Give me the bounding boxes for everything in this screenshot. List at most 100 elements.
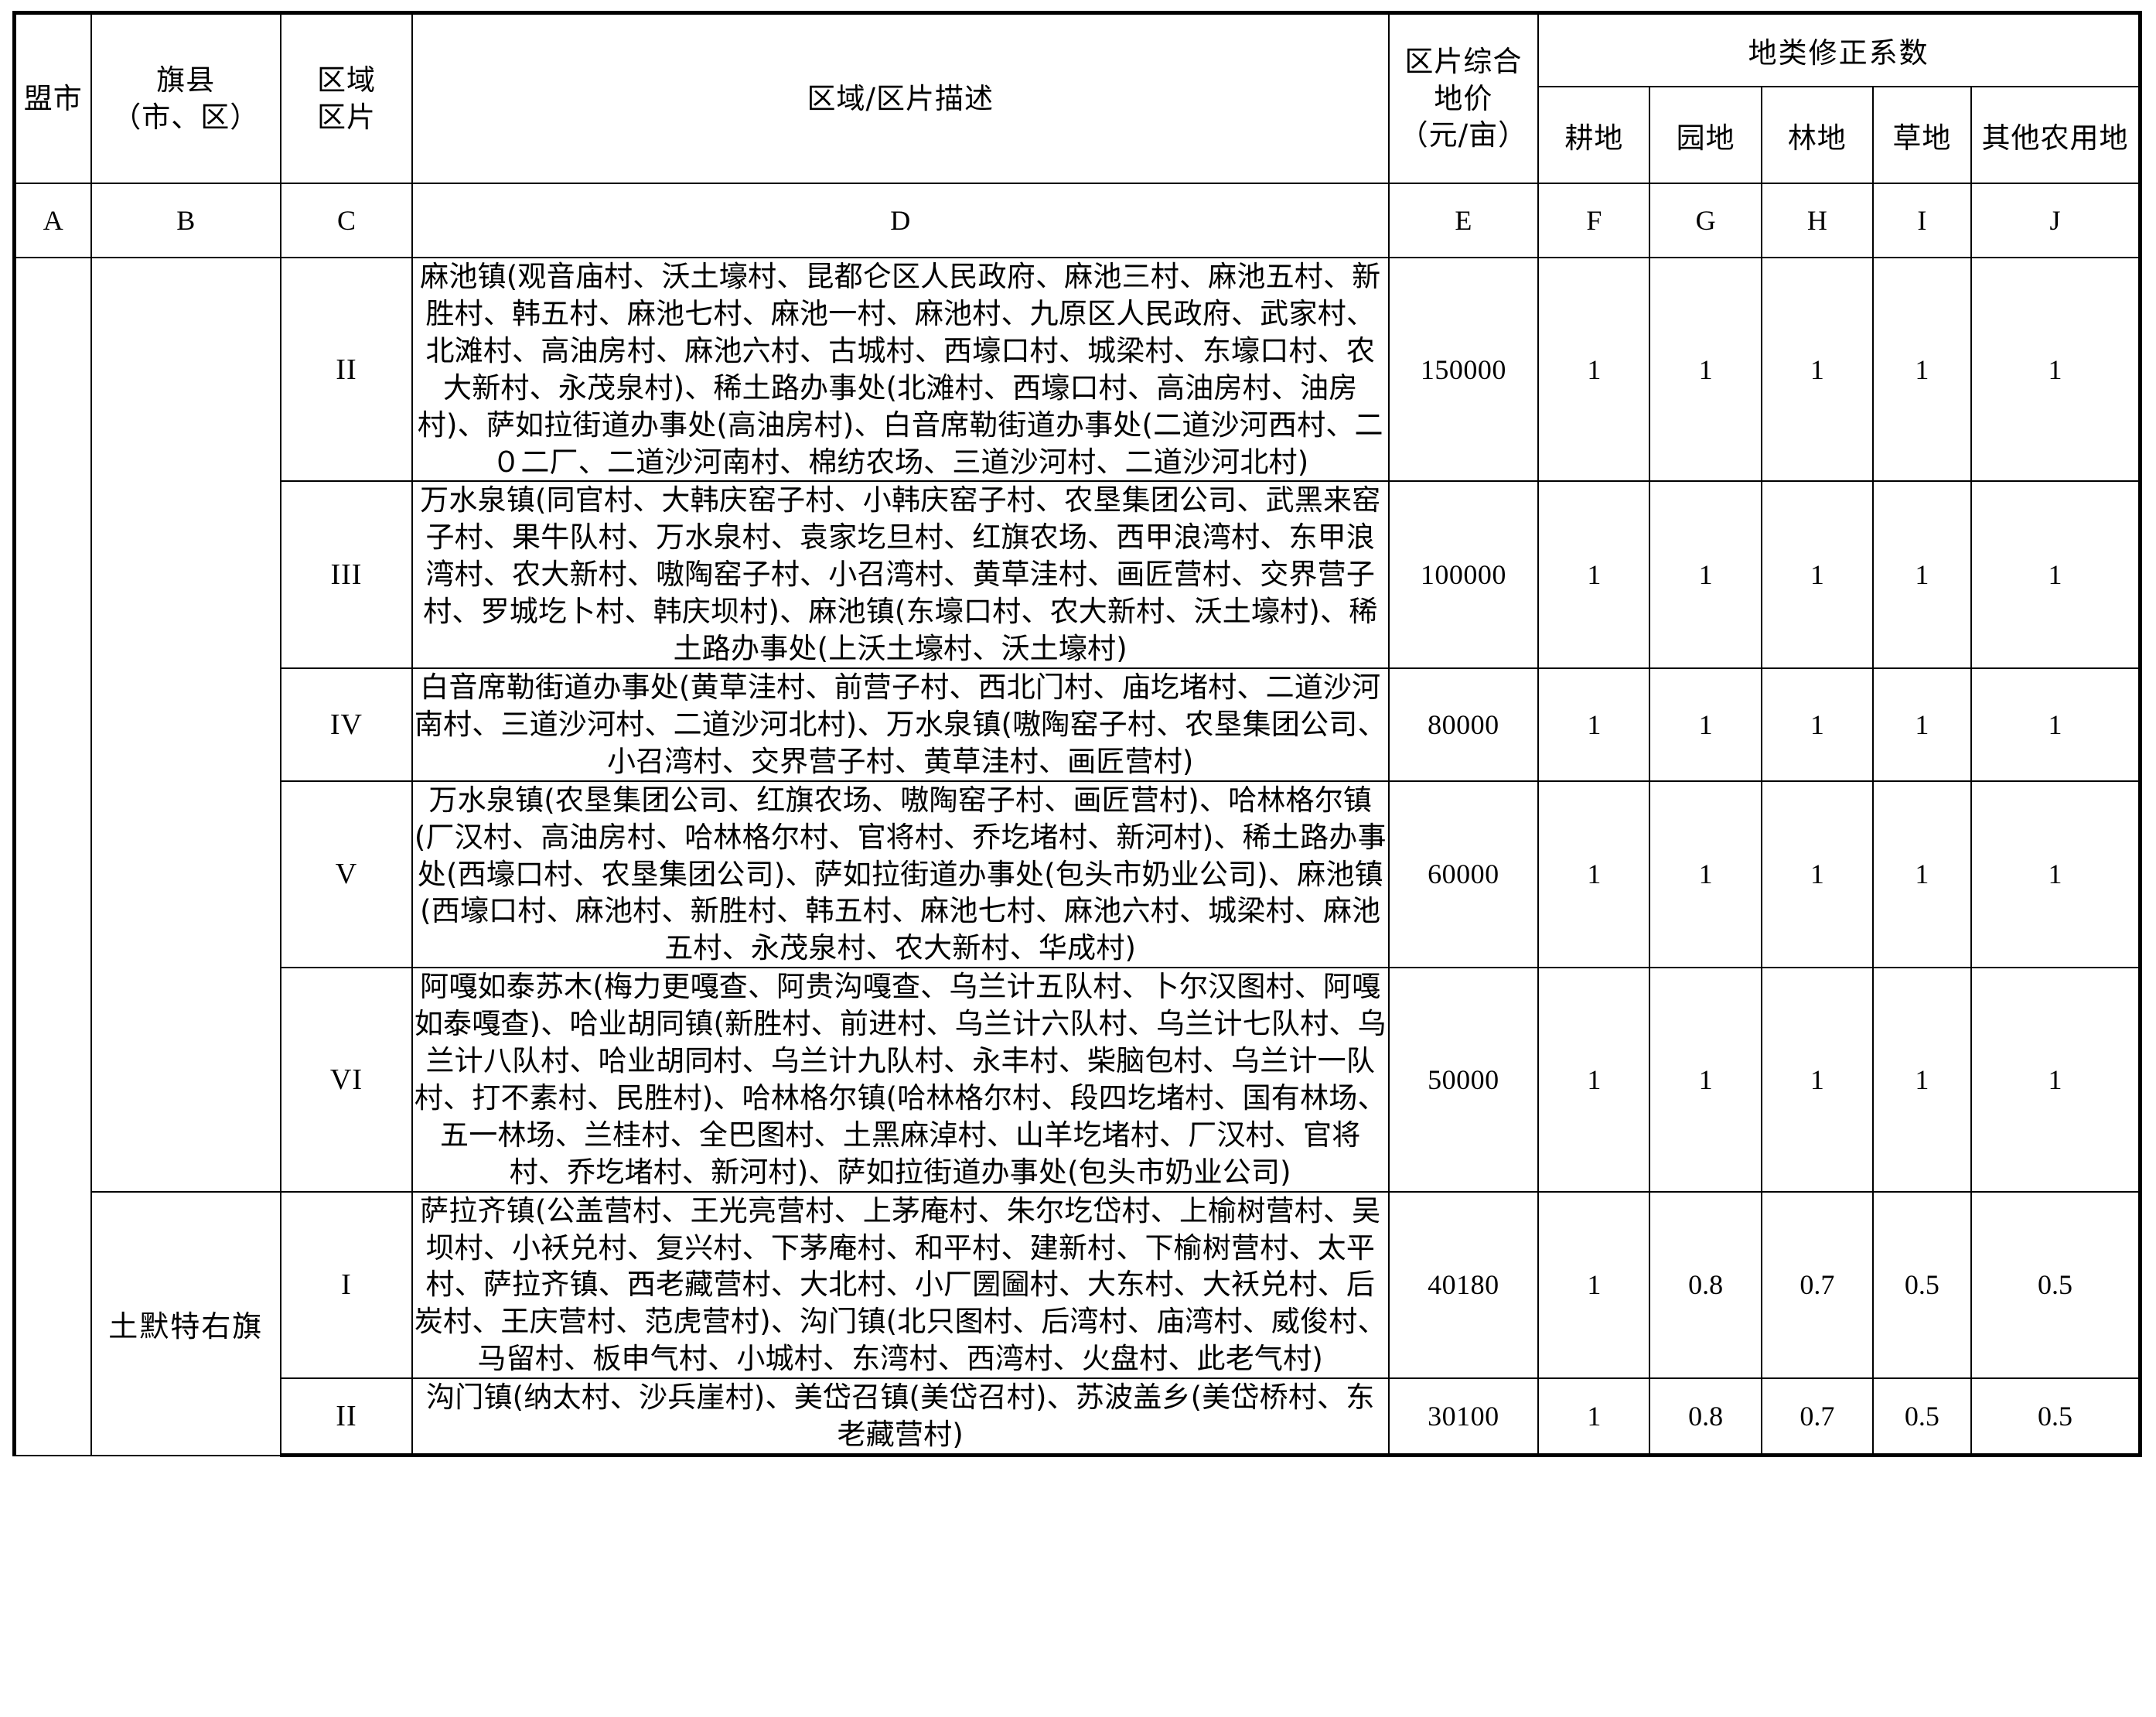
cell-price: 60000 <box>1387 780 1540 969</box>
header-league-city: 盟市 <box>12 11 92 184</box>
cell-price: 100000 <box>1387 480 1540 669</box>
header-price-line3: （元/亩） <box>1399 118 1528 152</box>
cell-garden: 1 <box>1649 667 1762 782</box>
cell-description: 万水泉镇(同官村、大韩庆窑子村、小韩庆窑子村、农垦集团公司、武黑来窑子村、果牛队… <box>411 480 1390 669</box>
cell-zone: II <box>279 1377 413 1458</box>
cell-grass: 1 <box>1871 256 1972 483</box>
table-header: 盟市 旗县 （市、区） 区域 区片 区域/区片描述 区片综合 地价 （元/亩） … <box>12 11 2143 258</box>
header-county-line1: 旗县 <box>156 63 216 97</box>
header-county-line2: （市、区） <box>112 100 260 134</box>
cell-description: 阿嘎如泰苏木(梅力更嘎查、阿贵沟嘎查、乌兰计五队村、卜尔汉图村、阿嘎如泰嘎查)、… <box>411 967 1390 1193</box>
cell-grass: 1 <box>1871 967 1972 1193</box>
cell-forest: 0.7 <box>1760 1377 1874 1458</box>
table-row: IV 白音席勒街道办事处(黄草洼村、前营子村、西北门村、庙圪堵村、二道沙河南村、… <box>15 667 2142 782</box>
cell-grass: 0.5 <box>1871 1377 1972 1458</box>
cell-grass: 0.5 <box>1871 1190 1972 1380</box>
column-letter-a: A <box>12 183 92 258</box>
header-zone: 区域 区片 <box>279 11 413 184</box>
cell-cultivated: 1 <box>1537 480 1651 669</box>
header-coefficient-group: 地类修正系数 <box>1537 11 2143 87</box>
cell-forest: 1 <box>1760 967 1874 1193</box>
column-letter-c: C <box>279 183 413 258</box>
header-price: 区片综合 地价 （元/亩） <box>1387 11 1540 184</box>
cell-zone: II <box>279 256 413 483</box>
header-row-sub: 耕地 园地 林地 草地 其他农用地 <box>15 86 2142 184</box>
cell-cultivated: 1 <box>1537 1190 1651 1380</box>
cell-zone: VI <box>279 967 413 1193</box>
cell-price: 50000 <box>1387 967 1540 1193</box>
cell-cultivated: 1 <box>1537 256 1651 483</box>
cell-forest: 0.7 <box>1760 1190 1874 1380</box>
cell-other-agricultural: 1 <box>1970 967 2142 1193</box>
cell-description: 沟门镇(纳太村、沙兵崖村)、美岱召镇(美岱召村)、苏波盖乡(美岱桥村、东老藏营村… <box>411 1377 1390 1458</box>
column-letter-e: E <box>1387 183 1540 258</box>
header-county: 旗县 （市、区） <box>90 11 281 184</box>
header-description: 区域/区片描述 <box>411 11 1390 184</box>
cell-description: 万水泉镇(农垦集团公司、红旗农场、嗷陶窑子村、画匠营村)、哈林格尔镇(厂汉村、高… <box>411 780 1390 969</box>
cell-garden: 1 <box>1649 967 1762 1193</box>
cell-forest: 1 <box>1760 667 1874 782</box>
cell-other-agricultural: 0.5 <box>1970 1190 2142 1380</box>
cell-zone: I <box>279 1190 413 1380</box>
cell-forest: 1 <box>1760 480 1874 669</box>
cell-description: 白音席勒街道办事处(黄草洼村、前营子村、西北门村、庙圪堵村、二道沙河南村、三道沙… <box>411 667 1390 782</box>
header-row-main: 盟市 旗县 （市、区） 区域 区片 区域/区片描述 区片综合 地价 （元/亩） … <box>12 11 2143 184</box>
table-row: III 万水泉镇(同官村、大韩庆窑子村、小韩庆窑子村、农垦集团公司、武黑来窑子村… <box>15 480 2142 669</box>
cell-price: 40180 <box>1387 1190 1540 1380</box>
cell-grass: 1 <box>1871 780 1972 969</box>
cell-grass: 1 <box>1871 480 1972 669</box>
cell-description: 萨拉齐镇(公盖营村、王光亮营村、上茅庵村、朱尔圪岱村、上榆树营村、吴坝村、小袄兑… <box>411 1190 1390 1380</box>
column-letter-b: B <box>90 183 281 258</box>
cell-other-agricultural: 0.5 <box>1970 1377 2142 1458</box>
cell-county <box>90 257 281 1193</box>
header-price-line2: 地价 <box>1434 81 1493 115</box>
column-letter-g: G <box>1649 183 1762 258</box>
cell-garden: 1 <box>1649 480 1762 669</box>
column-letter-i: I <box>1871 183 1972 258</box>
cell-other-agricultural: 1 <box>1970 780 2142 969</box>
column-letter-j: J <box>1970 183 2142 258</box>
cell-league-city <box>12 257 92 1456</box>
header-zone-line2: 区片 <box>316 100 376 134</box>
column-letter-f: F <box>1537 183 1651 258</box>
cell-county: 土默特右旗 <box>90 1190 281 1456</box>
table-body: II 麻池镇(观音庙村、沃土壕村、昆都仑区人民政府、麻池三村、麻池五村、新胜村、… <box>12 256 2142 1458</box>
header-cultivated: 耕地 <box>1537 86 1651 184</box>
header-forest: 林地 <box>1760 86 1874 184</box>
header-price-line1: 区片综合 <box>1404 45 1523 79</box>
cell-grass: 1 <box>1871 667 1972 782</box>
cell-price: 30100 <box>1387 1377 1540 1458</box>
land-price-table: 盟市 旗县 （市、区） 区域 区片 区域/区片描述 区片综合 地价 （元/亩） … <box>12 11 2143 1458</box>
cell-zone: V <box>279 780 413 969</box>
header-garden: 园地 <box>1649 86 1762 184</box>
cell-forest: 1 <box>1760 256 1874 483</box>
cell-garden: 1 <box>1649 256 1762 483</box>
cell-zone: IV <box>279 667 413 782</box>
cell-cultivated: 1 <box>1537 1377 1651 1458</box>
column-letter-row: A B C D E F G H I J <box>12 183 2142 258</box>
cell-garden: 0.8 <box>1649 1190 1762 1380</box>
cell-forest: 1 <box>1760 780 1874 969</box>
table-row: 土默特右旗 I 萨拉齐镇(公盖营村、王光亮营村、上茅庵村、朱尔圪岱村、上榆树营村… <box>15 1190 2142 1456</box>
header-other-agricultural: 其他农用地 <box>1970 86 2142 184</box>
column-letter-d: D <box>411 183 1390 258</box>
cell-other-agricultural: 1 <box>1970 480 2142 669</box>
cell-other-agricultural: 1 <box>1970 256 2142 483</box>
cell-garden: 0.8 <box>1649 1377 1762 1458</box>
cell-cultivated: 1 <box>1537 667 1651 782</box>
table-row: VI 阿嘎如泰苏木(梅力更嘎查、阿贵沟嘎查、乌兰计五队村、卜尔汉图村、阿嘎如泰嘎… <box>15 967 2142 1193</box>
cell-cultivated: 1 <box>1537 780 1651 969</box>
cell-garden: 1 <box>1649 780 1762 969</box>
table-row: II 沟门镇(纳太村、沙兵崖村)、美岱召镇(美岱召村)、苏波盖乡(美岱桥村、东老… <box>15 1377 2142 1458</box>
header-grass: 草地 <box>1871 86 1972 184</box>
header-zone-line1: 区域 <box>316 63 376 97</box>
table-row: II 麻池镇(观音庙村、沃土壕村、昆都仑区人民政府、麻池三村、麻池五村、新胜村、… <box>12 256 2142 1456</box>
cell-price: 80000 <box>1387 667 1540 782</box>
cell-zone: III <box>279 480 413 669</box>
cell-cultivated: 1 <box>1537 967 1651 1193</box>
cell-price: 150000 <box>1387 256 1540 483</box>
cell-other-agricultural: 1 <box>1970 667 2142 782</box>
cell-description: 麻池镇(观音庙村、沃土壕村、昆都仑区人民政府、麻池三村、麻池五村、新胜村、韩五村… <box>411 256 1390 483</box>
column-letter-h: H <box>1760 183 1874 258</box>
